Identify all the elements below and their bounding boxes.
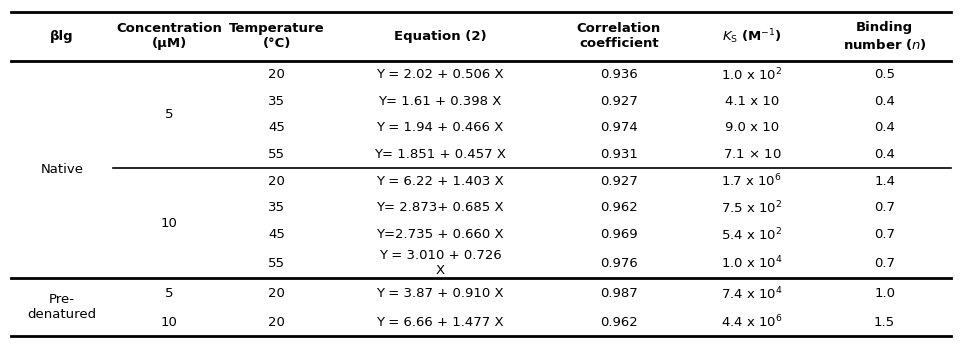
Text: 55: 55 [268,257,284,270]
Text: 0.7: 0.7 [874,257,894,270]
Text: 0.927: 0.927 [600,175,637,188]
Text: Correlation
coefficient: Correlation coefficient [577,22,660,51]
Text: 0.7: 0.7 [874,228,894,241]
Text: Y= 1.851 + 0.457 X: Y= 1.851 + 0.457 X [374,148,505,161]
Text: Y = 2.02 + 0.506 X: Y = 2.02 + 0.506 X [376,68,504,81]
Text: 1.5: 1.5 [874,316,895,329]
Text: 20: 20 [268,316,284,329]
Text: Native: Native [40,163,84,176]
Text: 0.987: 0.987 [600,287,637,300]
Text: Y = 6.66 + 1.477 X: Y = 6.66 + 1.477 X [376,316,504,329]
Text: 0.962: 0.962 [600,316,637,329]
Text: Y = 6.22 + 1.403 X: Y = 6.22 + 1.403 X [376,175,504,188]
Text: Y = 3.010 + 0.726
X: Y = 3.010 + 0.726 X [379,249,501,277]
Text: 45: 45 [268,121,284,135]
Text: 20: 20 [268,68,284,81]
Text: Y= 2.873+ 0.685 X: Y= 2.873+ 0.685 X [376,201,504,214]
Text: 0.969: 0.969 [600,228,637,241]
Text: 0.936: 0.936 [600,68,637,81]
Text: Y = 1.94 + 0.466 X: Y = 1.94 + 0.466 X [376,121,504,135]
Text: Pre-
denatured: Pre- denatured [28,293,96,321]
Text: Y = 3.87 + 0.910 X: Y = 3.87 + 0.910 X [376,287,504,300]
Text: 35: 35 [268,201,284,214]
Text: $K_{\mathrm{S}}$ (M$^{-1}$): $K_{\mathrm{S}}$ (M$^{-1}$) [721,27,781,46]
Text: 10: 10 [160,217,178,230]
Text: Equation (2): Equation (2) [393,30,486,43]
Text: 0.5: 0.5 [874,68,894,81]
Text: Y= 1.61 + 0.398 X: Y= 1.61 + 0.398 X [378,95,502,108]
Text: Y=2.735 + 0.660 X: Y=2.735 + 0.660 X [376,228,504,241]
Text: 5: 5 [165,108,173,121]
Bar [11,12,950,61]
Text: 35: 35 [268,95,284,108]
Text: 0.4: 0.4 [874,148,894,161]
Text: 1.0: 1.0 [874,287,894,300]
Text: 0.974: 0.974 [600,121,637,135]
Text: 4.1 x 10: 4.1 x 10 [724,95,778,108]
Text: 0.931: 0.931 [600,148,637,161]
Text: 5.4 x 10$^{2}$: 5.4 x 10$^{2}$ [721,226,781,243]
Text: Temperature
(°C): Temperature (°C) [229,22,324,51]
Text: 55: 55 [268,148,284,161]
Text: 20: 20 [268,287,284,300]
Text: 7.1 $\times$ 10: 7.1 $\times$ 10 [722,148,780,161]
Text: 5: 5 [165,287,173,300]
Text: 7.5 x 10$^{2}$: 7.5 x 10$^{2}$ [721,200,781,216]
Text: 1.7 x 10$^{6}$: 1.7 x 10$^{6}$ [721,173,781,190]
Text: 20: 20 [268,175,284,188]
Text: 0.927: 0.927 [600,95,637,108]
Text: 4.4 x 10$^{6}$: 4.4 x 10$^{6}$ [720,314,781,331]
Text: 1.0 x 10$^{4}$: 1.0 x 10$^{4}$ [720,255,782,271]
Text: 0.4: 0.4 [874,95,894,108]
Text: 0.7: 0.7 [874,201,894,214]
Text: 0.962: 0.962 [600,201,637,214]
Text: 10: 10 [160,316,178,329]
Text: Concentration
(μM): Concentration (μM) [116,22,222,51]
Text: 9.0 x 10: 9.0 x 10 [724,121,778,135]
Text: 0.976: 0.976 [600,257,637,270]
Text: βlg: βlg [50,30,74,43]
Text: Binding
number ($n$): Binding number ($n$) [842,21,925,52]
Text: 1.0 x 10$^{2}$: 1.0 x 10$^{2}$ [721,66,781,83]
Text: 0.4: 0.4 [874,121,894,135]
Text: 7.4 x 10$^{4}$: 7.4 x 10$^{4}$ [720,286,782,302]
Text: 1.4: 1.4 [874,175,894,188]
Text: 45: 45 [268,228,284,241]
